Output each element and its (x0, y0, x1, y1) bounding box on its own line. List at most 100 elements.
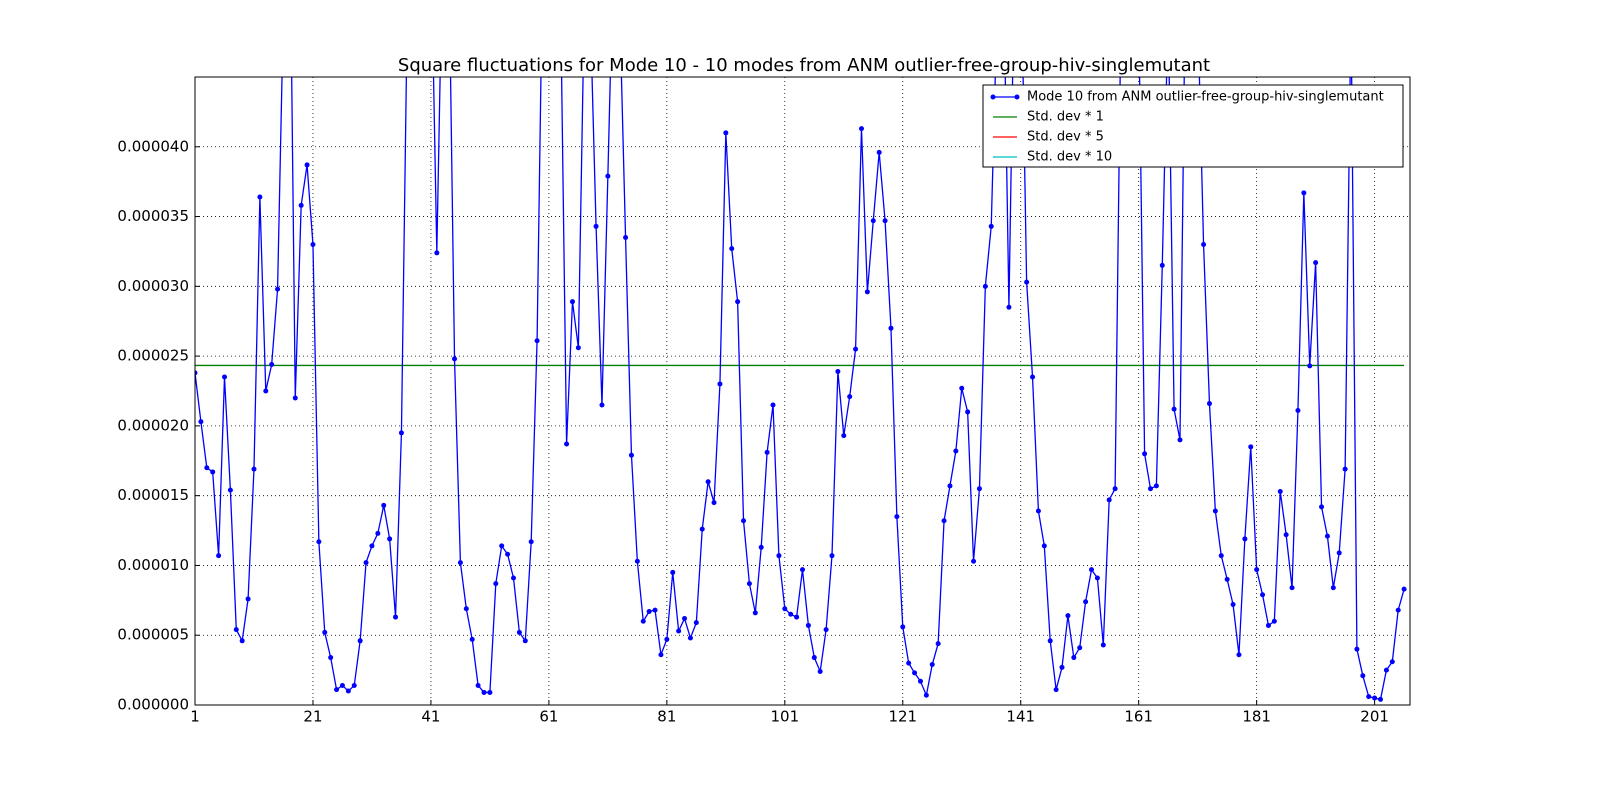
data-point (741, 518, 747, 524)
data-point (1218, 553, 1224, 559)
data-point (1342, 466, 1348, 472)
data-point (457, 560, 463, 566)
data-point (864, 289, 870, 295)
data-point (1301, 190, 1307, 196)
x-tick-label: 101 (770, 708, 799, 726)
data-point (1354, 646, 1360, 652)
data-point (1206, 401, 1212, 407)
data-point (729, 246, 735, 252)
data-point (1395, 607, 1401, 613)
x-tick-label: 181 (1242, 708, 1271, 726)
data-point (676, 628, 682, 634)
data-point (1100, 642, 1106, 648)
y-tick-label: 0.000030 (117, 277, 189, 295)
data-point (1277, 488, 1283, 494)
data-point (599, 402, 605, 408)
y-tick-label: 0.000035 (117, 207, 189, 225)
data-point (776, 553, 782, 559)
legend-label: Std. dev * 5 (1027, 130, 1104, 145)
data-point (510, 575, 516, 581)
data-point (1201, 241, 1207, 247)
data-point (322, 629, 328, 635)
data-point (811, 655, 817, 661)
data-point (782, 606, 788, 612)
data-point (1166, 5, 1171, 10)
y-tick-label: 0.000015 (117, 486, 189, 504)
data-point (770, 402, 776, 408)
data-point (582, 5, 587, 10)
data-point (823, 627, 829, 633)
data-point (593, 223, 599, 229)
data-point (640, 618, 646, 624)
data-point (1177, 437, 1183, 443)
data-point (923, 692, 929, 698)
data-point (1336, 550, 1342, 556)
data-point (434, 250, 440, 256)
data-point (357, 638, 363, 644)
data-point (227, 487, 233, 493)
data-point (269, 361, 275, 367)
data-point (1283, 532, 1289, 538)
x-tick-label: 1 (190, 708, 200, 726)
data-point (1324, 533, 1330, 539)
data-point (788, 611, 794, 617)
data-point (345, 688, 351, 694)
data-point (257, 194, 263, 200)
chart-title: Square fluctuations for Mode 10 - 10 mod… (398, 55, 1210, 76)
data-point (959, 385, 965, 391)
data-point (746, 581, 752, 587)
data-point (1118, 5, 1123, 10)
data-point (605, 173, 611, 179)
data-point (652, 607, 658, 613)
data-point (469, 636, 475, 642)
data-point (1171, 406, 1177, 412)
plot-frame (194, 76, 1411, 706)
data-point (1089, 567, 1095, 573)
data-point (711, 500, 717, 506)
data-point (569, 299, 575, 305)
data-point (670, 569, 676, 575)
data-point (1041, 543, 1047, 549)
legend-label: Std. dev * 1 (1027, 110, 1104, 125)
data-point (558, 5, 563, 10)
legend-marker (1014, 94, 1020, 100)
data-point (304, 162, 310, 168)
data-point (245, 596, 251, 602)
data-point (1349, 5, 1354, 10)
data-point (398, 430, 404, 436)
data-point (988, 223, 994, 229)
data-point (758, 544, 764, 550)
data-point (900, 624, 906, 630)
data-point (393, 614, 399, 620)
data-point (1224, 576, 1230, 582)
legend-label: Std. dev * 10 (1027, 150, 1112, 165)
y-tick-label: 0.000010 (117, 556, 189, 574)
y-tick-label: 0.000000 (117, 696, 189, 714)
plot-area (195, 5, 1407, 702)
data-point (198, 419, 204, 425)
data-point (617, 5, 622, 10)
data-point (405, 5, 410, 10)
data-point (965, 409, 971, 415)
data-point (387, 536, 393, 542)
data-point (847, 394, 853, 400)
data-point (1059, 664, 1065, 670)
data-point (805, 622, 811, 628)
data-point (664, 636, 670, 642)
x-tick-label: 141 (1006, 708, 1035, 726)
data-point (239, 638, 245, 644)
data-point (339, 682, 345, 688)
x-tick-label: 201 (1360, 708, 1389, 726)
data-point (1242, 536, 1248, 542)
data-point (646, 608, 652, 614)
legend-marker (990, 94, 996, 100)
data-point (623, 234, 629, 240)
data-point (971, 558, 977, 564)
data-point (505, 551, 511, 557)
data-point (693, 620, 699, 626)
x-tick-label: 61 (539, 708, 558, 726)
data-point (876, 149, 882, 155)
data-point (1106, 497, 1112, 503)
data-point (912, 670, 918, 676)
